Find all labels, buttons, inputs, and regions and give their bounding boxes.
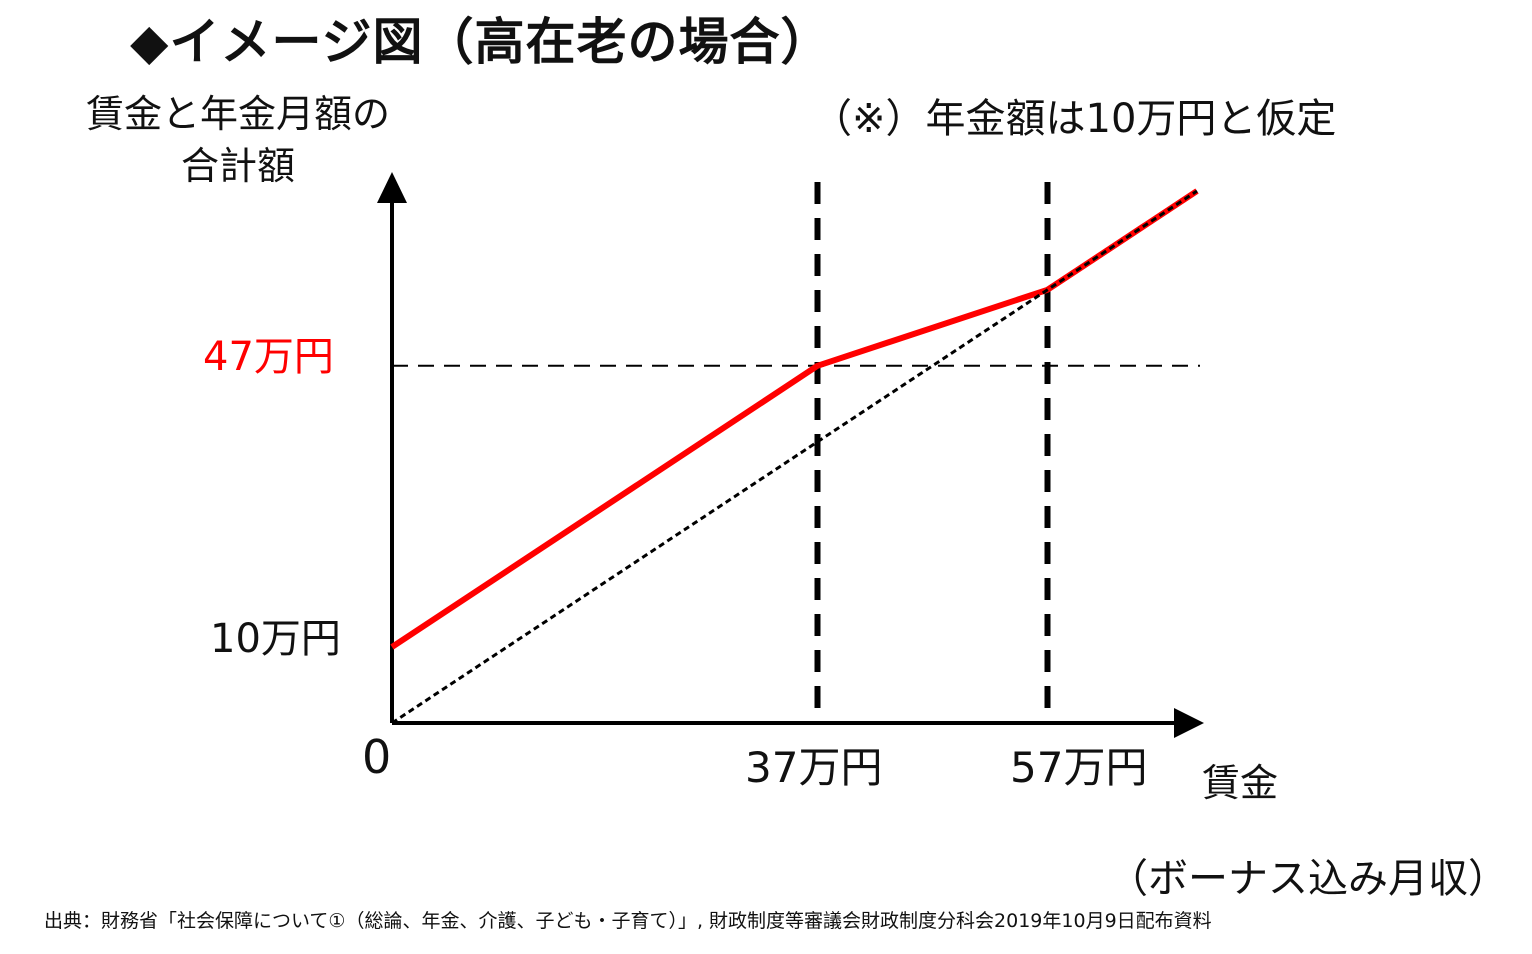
series-line-wage-only [391,189,1198,725]
y-tick-label-47: 47万円 [203,334,334,380]
assumption-note: （※）年金額は10万円と仮定 [812,96,1337,142]
y-tick-label-10: 10万円 [210,616,341,662]
y-axis-label-line-2: 合計額 [181,144,296,188]
x-tick-label-57: 57万円 [1010,743,1148,792]
y-axis-label-line-1: 賃金と年金月額の [86,92,391,136]
x-axis-arrow [1174,708,1204,738]
x-tick-label-0: 0 [362,730,392,784]
series-line-wage-plus-pension [390,188,1199,650]
y-axis-arrow [377,172,407,203]
x-axis-sublabel: （ボーナス込み月収） [1108,856,1508,902]
source-citation: 出典：財務省「社会保障について①（総論、年金、介護、子ども・子育て）」, 財政制… [44,910,1212,932]
x-axis-label: 賃金 [1202,761,1279,805]
page-title: ◆イメージ図（高在老の場合） [130,13,832,71]
x-tick-label-37: 37万円 [745,743,883,792]
y-axis-label: 賃金と年金月額の 合計額 [86,88,390,192]
